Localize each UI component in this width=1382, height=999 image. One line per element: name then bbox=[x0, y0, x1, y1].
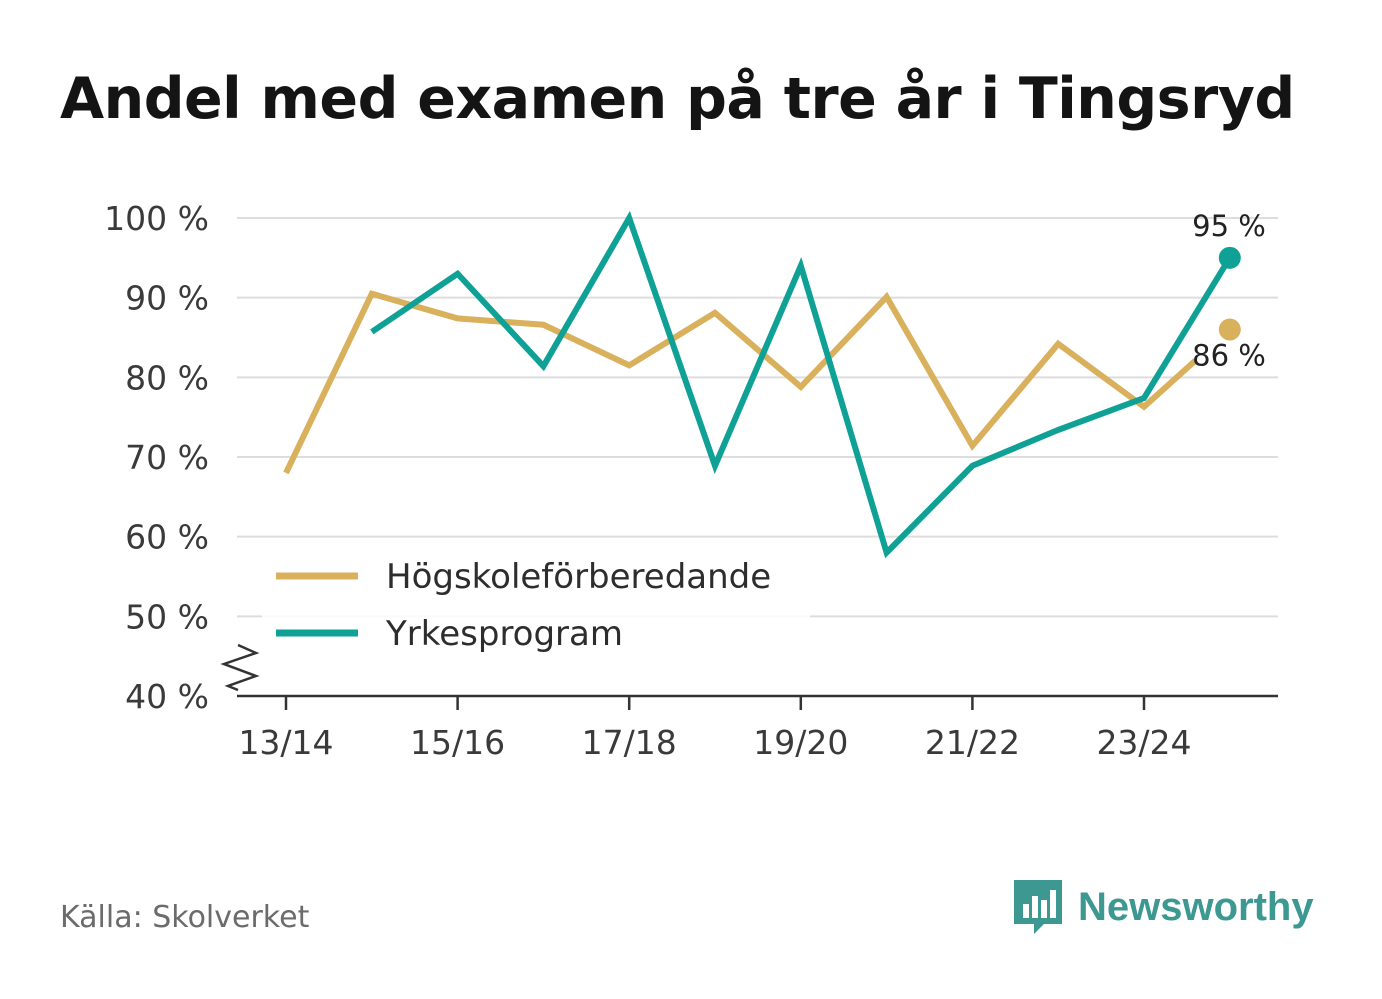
legend: Högskoleförberedande Yrkesprogram bbox=[262, 548, 810, 668]
y-tick-label: 50 % bbox=[125, 597, 209, 636]
x-tick-label: 19/20 bbox=[753, 723, 848, 762]
x-tick-label: 23/24 bbox=[1096, 723, 1191, 762]
series-lines bbox=[283, 210, 1241, 559]
legend-label: Yrkesprogram bbox=[385, 614, 623, 654]
x-tick-label: 15/16 bbox=[410, 723, 505, 762]
x-tick-label: 17/18 bbox=[582, 723, 677, 762]
series-line bbox=[370, 210, 1233, 559]
end-labels: 86 % 95 % bbox=[1192, 209, 1266, 373]
end-value-label: 95 % bbox=[1192, 209, 1266, 243]
legend-label: Högskoleförberedande bbox=[386, 557, 771, 597]
y-tick-label: 70 % bbox=[125, 438, 209, 477]
x-tick-label: 21/22 bbox=[925, 723, 1020, 762]
x-tick-label: 13/14 bbox=[238, 723, 333, 762]
end-value-label: 86 % bbox=[1192, 339, 1266, 373]
bar-chart-speech-icon bbox=[1014, 880, 1062, 934]
data-point bbox=[1218, 246, 1241, 269]
brand-logo: Newsworthy bbox=[1010, 876, 1314, 938]
source-note: Källa: Skolverket bbox=[60, 900, 310, 935]
x-axis bbox=[220, 643, 1278, 698]
y-tick-label: 100 % bbox=[104, 199, 209, 238]
y-tick-label: 90 % bbox=[125, 279, 209, 318]
legend-background bbox=[262, 548, 810, 668]
brand-name: Newsworthy bbox=[1078, 884, 1314, 929]
y-axis-ticks: 40 % 50 % 60 % 70 % 80 % 90 % 100 % bbox=[104, 199, 209, 716]
y-tick-label: 60 % bbox=[125, 518, 209, 557]
chart-title: Andel med examen på tre år i Tingsryd bbox=[60, 66, 1295, 132]
y-tick-label: 40 % bbox=[125, 677, 209, 716]
y-tick-label: 80 % bbox=[125, 358, 209, 397]
series-line bbox=[283, 290, 1198, 475]
axis-break-mark bbox=[220, 643, 260, 692]
x-axis-ticks: 13/14 15/16 17/18 19/20 21/22 23/24 bbox=[238, 696, 1192, 762]
data-point bbox=[1218, 318, 1241, 341]
